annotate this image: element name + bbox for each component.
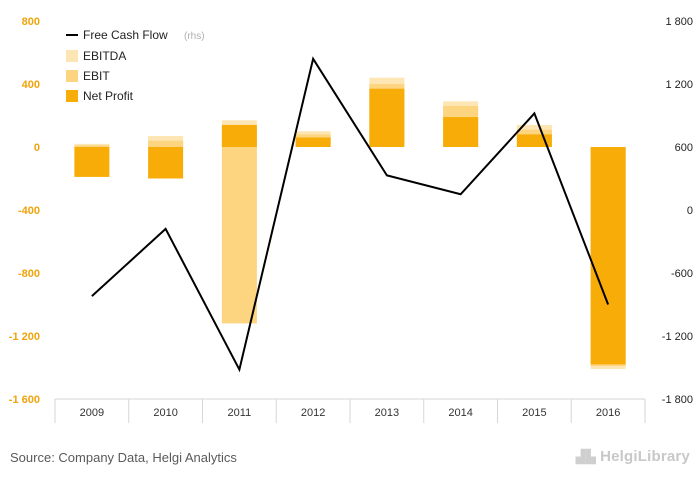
legend-label-net-profit: Net Profit [83, 89, 134, 103]
y-tick-label: -1 600 [9, 394, 40, 406]
chart-svg: 800 400 0 -400 -800 -1 200 -1 600 1 800 1 200 600… [9, 16, 693, 423]
y-tick-label: -400 [18, 205, 40, 217]
x-tick-label: 2009 [80, 407, 104, 419]
helgi-library-logo: ▟▙ HelgiLibrary [576, 448, 690, 465]
legend-label-ebit: EBIT [83, 69, 110, 83]
y-tick-label: 400 [22, 79, 40, 91]
legend-swatch-ebitda [66, 50, 78, 62]
x-tick-label: 2014 [448, 407, 472, 419]
legend-label-free-cash-flow: Free Cash Flow [83, 28, 168, 42]
logo-text: HelgiLibrary [600, 448, 690, 465]
bar-net-profit [74, 147, 110, 177]
legend-rhs-note: (rhs) [184, 31, 205, 42]
bar-net-profit [148, 147, 184, 179]
bar-net-profit [295, 137, 331, 147]
x-tick-label: 2015 [522, 407, 546, 419]
x-tick-label: 2011 [228, 407, 252, 419]
y2-tick-label: 1 800 [665, 16, 693, 28]
x-tick-label: 2013 [375, 407, 399, 419]
source-note: Source: Company Data, Helgi Analytics [10, 450, 237, 465]
x-tick-label: 2010 [153, 407, 177, 419]
y2-tick-label: 0 [687, 205, 693, 217]
y-tick-label: 800 [22, 16, 40, 28]
legend-swatch-ebit [66, 70, 78, 82]
bar-net-profit [443, 117, 479, 147]
x-tick-label: 2012 [301, 407, 325, 419]
bar-net-profit [590, 147, 626, 365]
bar-ebit [74, 145, 110, 147]
logo-icon: ▟▙ [575, 449, 597, 464]
y2-tick-label: -1 200 [662, 331, 693, 343]
y2-tick-label: 600 [675, 142, 693, 154]
y2-tick-label: -1 800 [662, 394, 693, 406]
y2-tick-label: 1 200 [665, 79, 693, 91]
x-tick-label: 2016 [596, 407, 620, 419]
legend-swatch-net-profit [66, 90, 78, 102]
legend-label-ebitda: EBITDA [83, 49, 126, 63]
y-tick-label: -1 200 [9, 331, 40, 343]
y2-tick-label: -600 [671, 268, 693, 280]
bar-ebit [221, 147, 257, 324]
bar-net-profit [221, 124, 257, 147]
y-tick-label: -800 [18, 268, 40, 280]
y-tick-label: 0 [34, 142, 40, 154]
bar-net-profit [369, 88, 405, 147]
bar-ebit [148, 140, 184, 147]
line-free-cash-flow [91, 56, 610, 373]
